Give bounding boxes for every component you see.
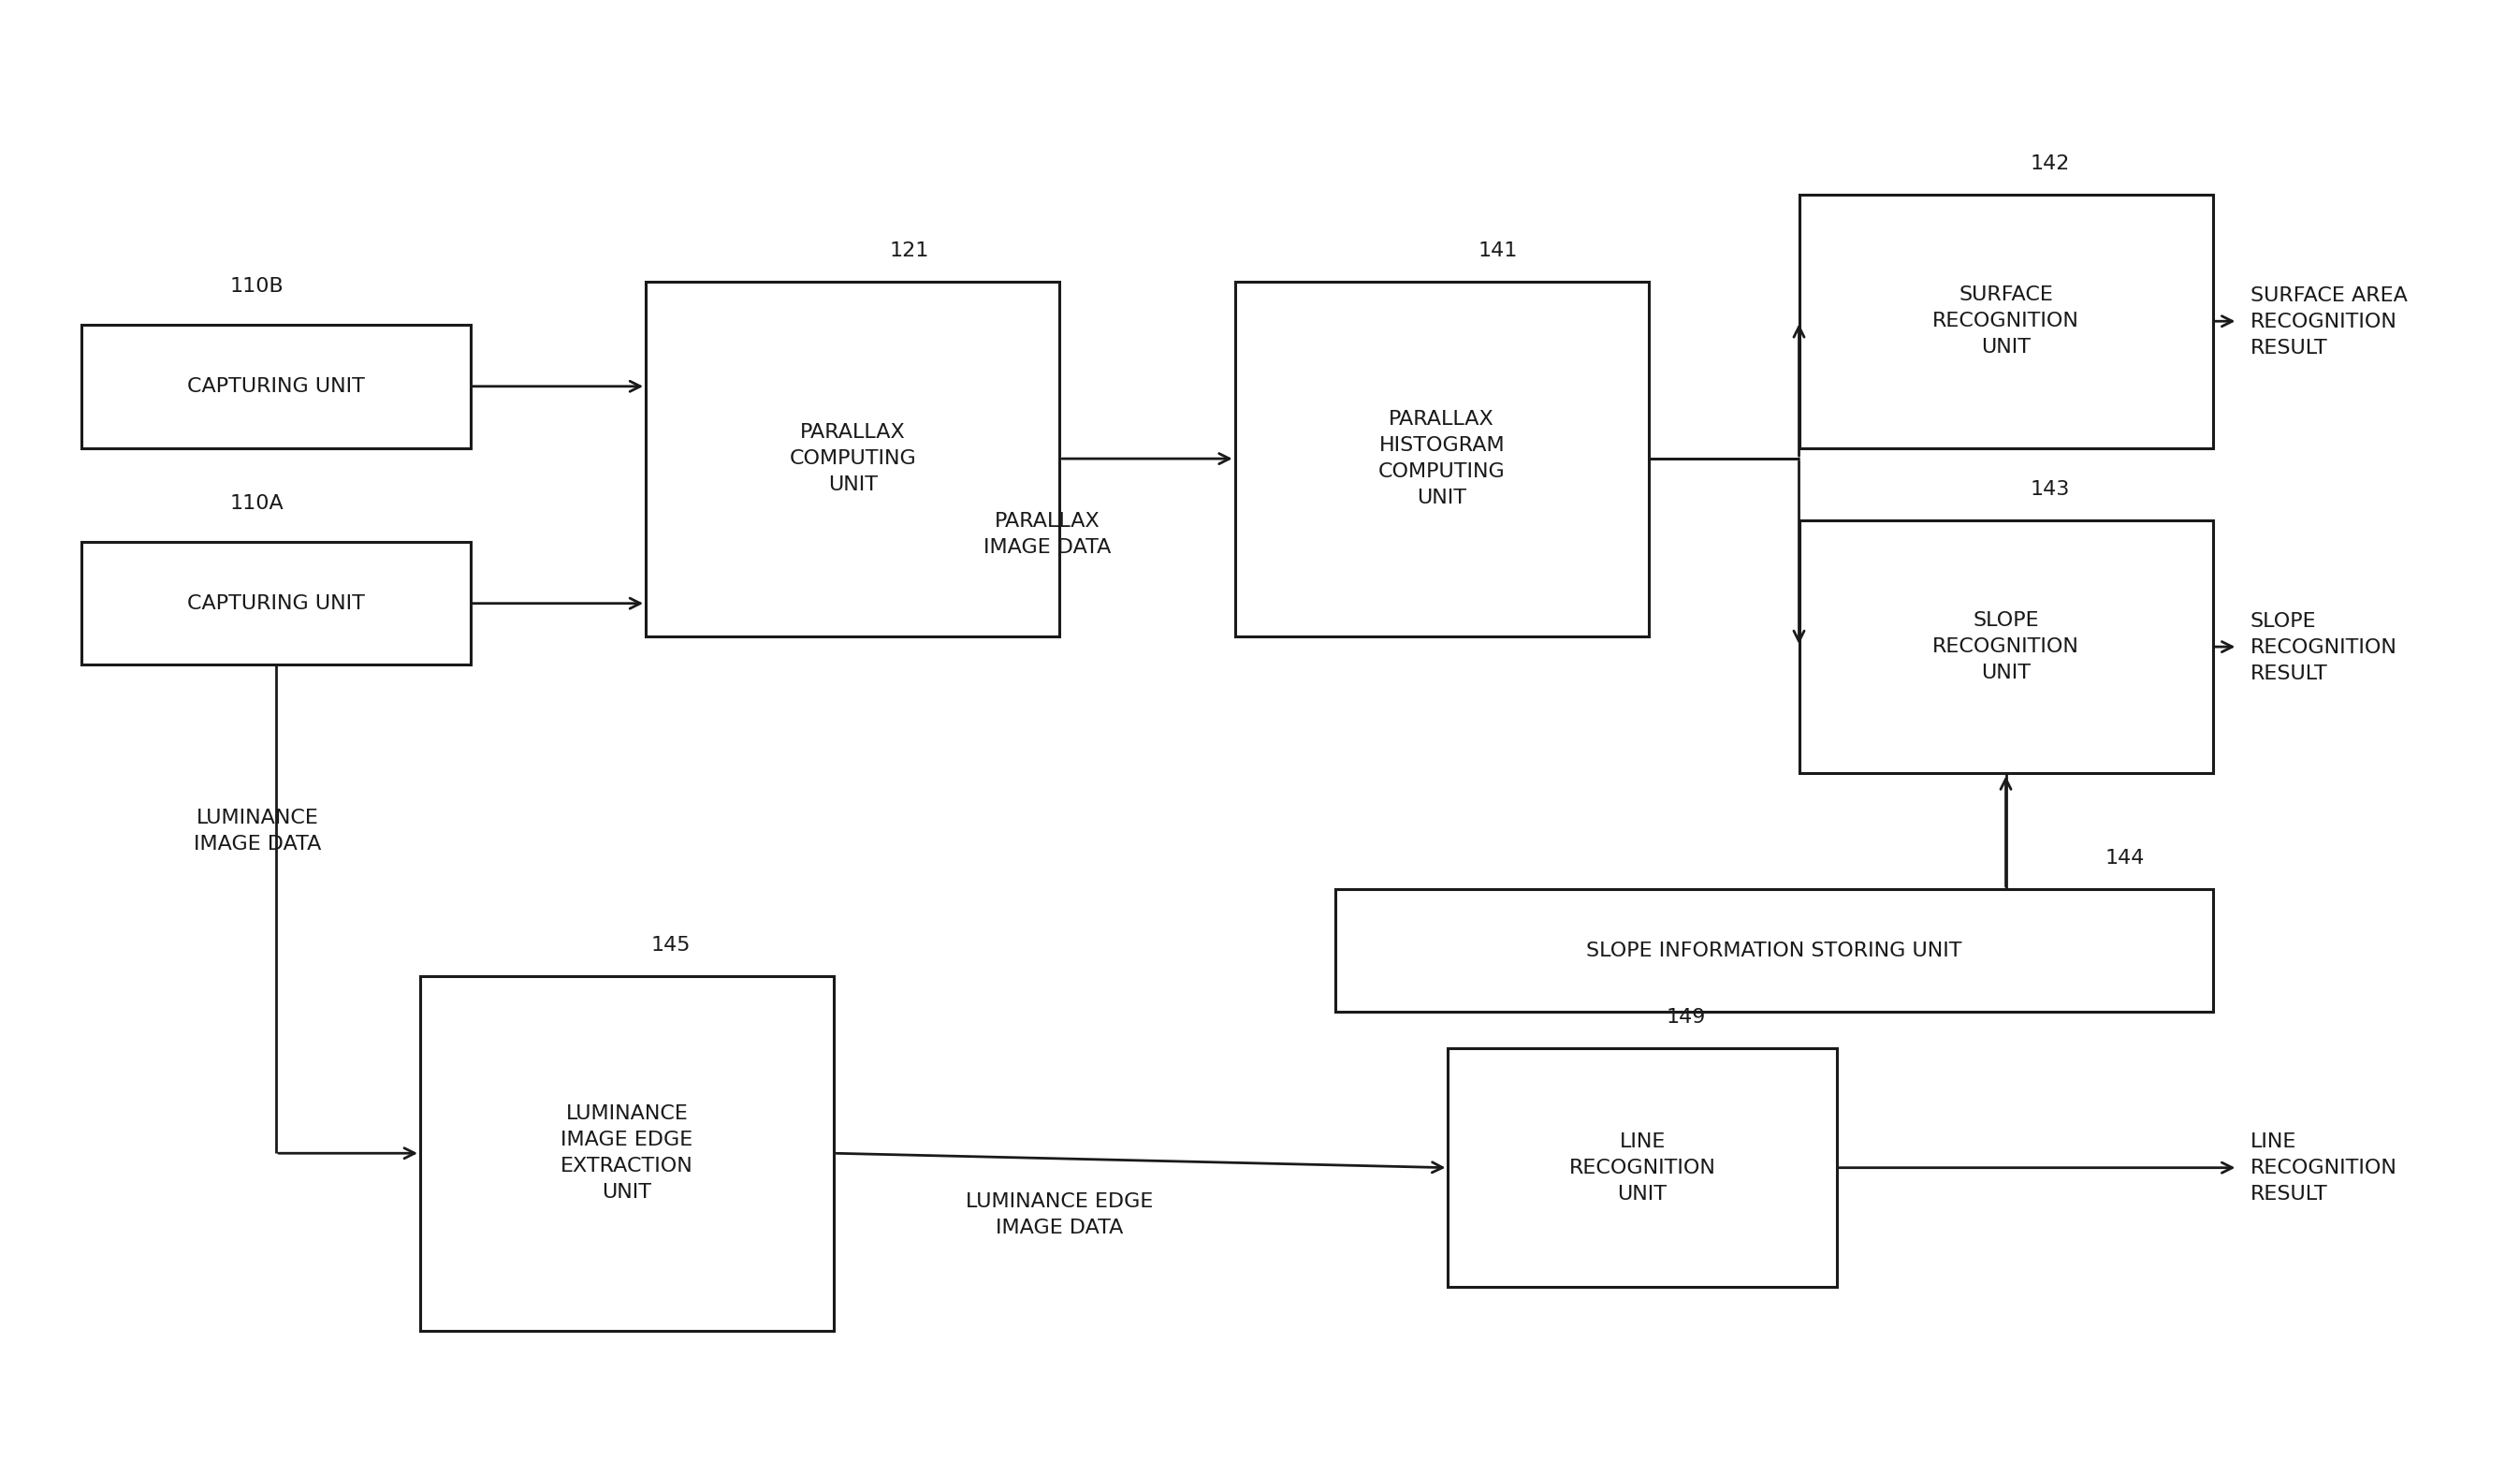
FancyBboxPatch shape	[1449, 1048, 1837, 1288]
FancyBboxPatch shape	[81, 542, 471, 664]
Text: LINE
RECOGNITION
RESULT: LINE RECOGNITION RESULT	[2250, 1133, 2397, 1204]
Text: SURFACE AREA
RECOGNITION
RESULT: SURFACE AREA RECOGNITION RESULT	[2250, 286, 2407, 358]
Text: 141: 141	[1479, 241, 1517, 260]
Text: SLOPE
RECOGNITION
RESULT: SLOPE RECOGNITION RESULT	[2250, 612, 2397, 683]
Text: LINE
RECOGNITION
UNIT: LINE RECOGNITION UNIT	[1570, 1132, 1716, 1203]
FancyBboxPatch shape	[1799, 194, 2213, 448]
FancyBboxPatch shape	[1336, 889, 2213, 1012]
Text: SLOPE
RECOGNITION
UNIT: SLOPE RECOGNITION UNIT	[1933, 612, 2079, 682]
Text: 121: 121	[890, 241, 930, 260]
FancyBboxPatch shape	[81, 324, 471, 448]
Text: LUMINANCE EDGE
IMAGE DATA: LUMINANCE EDGE IMAGE DATA	[965, 1193, 1154, 1237]
Text: 143: 143	[2031, 480, 2069, 498]
Text: PARALLAX
IMAGE DATA: PARALLAX IMAGE DATA	[983, 512, 1111, 558]
Text: CAPTURING UNIT: CAPTURING UNIT	[186, 377, 365, 396]
Text: PARALLAX
COMPUTING
UNIT: PARALLAX COMPUTING UNIT	[789, 423, 917, 495]
Text: SURFACE
RECOGNITION
UNIT: SURFACE RECOGNITION UNIT	[1933, 286, 2079, 356]
Text: LUMINANCE
IMAGE DATA: LUMINANCE IMAGE DATA	[194, 809, 320, 854]
Text: 149: 149	[1666, 1007, 1706, 1026]
Text: 144: 144	[2104, 848, 2145, 867]
FancyBboxPatch shape	[1235, 282, 1648, 637]
FancyBboxPatch shape	[421, 975, 834, 1330]
Text: CAPTURING UNIT: CAPTURING UNIT	[186, 594, 365, 613]
FancyBboxPatch shape	[645, 282, 1058, 637]
Text: SLOPE INFORMATION STORING UNIT: SLOPE INFORMATION STORING UNIT	[1585, 942, 1961, 961]
Text: 142: 142	[2031, 155, 2069, 172]
Text: 110A: 110A	[229, 495, 285, 512]
Text: 145: 145	[650, 936, 690, 955]
Text: PARALLAX
HISTOGRAM
COMPUTING
UNIT: PARALLAX HISTOGRAM COMPUTING UNIT	[1378, 410, 1504, 508]
Text: 110B: 110B	[229, 277, 285, 296]
Text: LUMINANCE
IMAGE EDGE
EXTRACTION
UNIT: LUMINANCE IMAGE EDGE EXTRACTION UNIT	[559, 1105, 693, 1202]
FancyBboxPatch shape	[1799, 520, 2213, 774]
